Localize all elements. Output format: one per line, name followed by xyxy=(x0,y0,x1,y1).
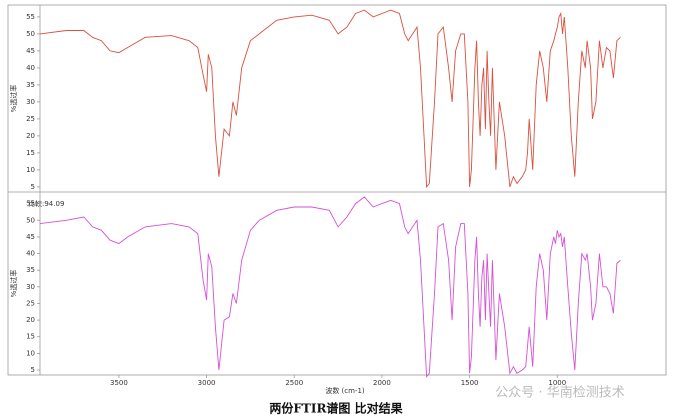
x-axis-label: 波数 (cm-1) xyxy=(325,386,365,395)
watermark: 公众号 · 华南检测技术 xyxy=(495,385,624,401)
spectrum-line xyxy=(39,196,621,378)
y-tick-label: 50 xyxy=(26,30,35,38)
y-tick-label: 15 xyxy=(26,333,35,341)
x-tick-label: 1000 xyxy=(548,379,566,387)
y-tick-label: 50 xyxy=(26,216,35,224)
y-axis-label: %透过率 xyxy=(9,270,18,298)
y-tick-label: 35 xyxy=(26,266,35,274)
y-tick-label: 45 xyxy=(26,233,35,241)
y-tick-label: 25 xyxy=(26,115,35,123)
y-tick-label: 45 xyxy=(26,47,35,55)
y-tick-label: 55 xyxy=(26,13,35,21)
frame xyxy=(7,4,667,376)
y-tick-label: 5 xyxy=(31,183,35,191)
y-tick-label: 10 xyxy=(26,166,35,174)
x-tick-label: 2500 xyxy=(285,379,303,387)
y-axis-label: %透过率 xyxy=(9,85,18,113)
x-tick-label: 3500 xyxy=(110,379,128,387)
y-tick-label: 25 xyxy=(26,299,35,307)
y-tick-label: 40 xyxy=(26,64,35,72)
x-tick-label: 1500 xyxy=(461,379,479,387)
y-tick-label: 30 xyxy=(26,98,35,106)
x-tick-label: 3000 xyxy=(198,379,216,387)
annotation: 比較:94.09 xyxy=(28,199,64,208)
y-tick-label: 15 xyxy=(26,149,35,157)
y-tick-label: 55 xyxy=(26,200,35,208)
y-tick-label: 10 xyxy=(26,349,35,357)
y-tick-label: 40 xyxy=(26,250,35,258)
y-tick-label: 20 xyxy=(26,132,35,140)
y-tick-label: 35 xyxy=(26,81,35,89)
spectrum-line xyxy=(39,9,621,189)
y-tick-label: 5 xyxy=(31,366,35,374)
y-tick-label: 20 xyxy=(26,316,35,324)
y-tick-label: 30 xyxy=(26,283,35,291)
caption: 两份FTIR谱图 比对结果 xyxy=(269,401,402,416)
x-tick-label: 2000 xyxy=(373,379,391,387)
